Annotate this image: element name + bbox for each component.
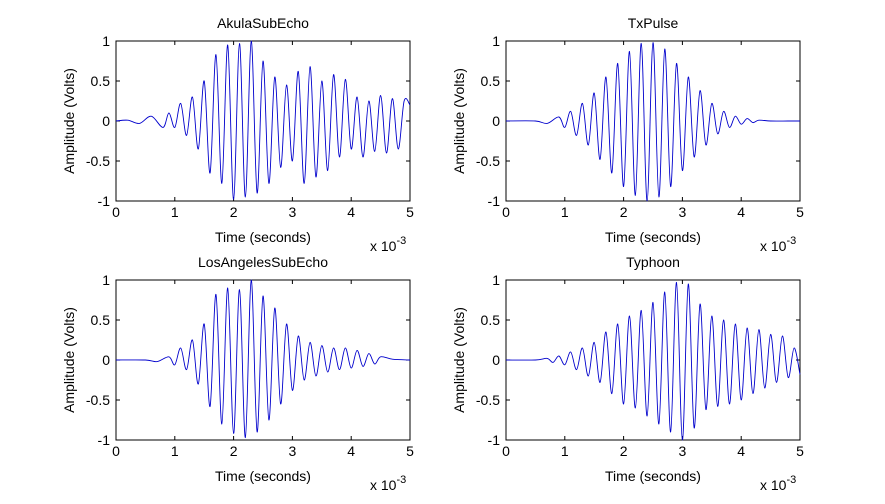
series-line (115, 40, 411, 200)
subplot-1: 0 1 2 3 4 5 -1 -0.5 0 0.5 1 AkulaSubEcho Time (secon… (61, 15, 414, 254)
y-tick-label: -1 (488, 193, 501, 209)
subplot-4: 0 1 2 3 4 5 -1 -0.5 0 0.5 1 Typhoon Time (seconds) Am… (451, 254, 804, 493)
x-axis-multiplier: x 10-3 (760, 235, 796, 254)
y-tick-label: 0.5 (91, 312, 111, 328)
x-tick-label: 2 (230, 443, 238, 459)
x-tick-label: 5 (796, 204, 804, 220)
x-tick-label: 3 (289, 204, 297, 220)
y-tick-label: -0.5 (86, 153, 110, 169)
x-tick-label: 4 (347, 443, 355, 459)
x-tick-label: 2 (620, 204, 628, 220)
x-axis-label: Time (seconds) (215, 468, 311, 484)
x-tick-label: 3 (289, 443, 297, 459)
y-axis-label: Amplitude (Volts) (451, 68, 467, 174)
x-tick-label: 5 (796, 443, 804, 459)
y-tick-label: 1 (102, 33, 110, 49)
x-tick-label: 0 (112, 204, 120, 220)
x-tick-label: 2 (620, 443, 628, 459)
x-axis-label: Time (seconds) (605, 229, 701, 245)
x-axis-multiplier: x 10-3 (370, 235, 406, 254)
x-tick-label: 3 (679, 204, 687, 220)
y-tick-label: -0.5 (476, 153, 500, 169)
x-tick-label: 1 (171, 204, 179, 220)
x-axis-multiplier-exponent: -3 (396, 235, 406, 247)
y-tick-label: 0.5 (481, 312, 501, 328)
chart-title: LosAngelesSubEcho (198, 254, 328, 270)
y-tick-label: 1 (492, 272, 500, 288)
y-tick-label: -1 (98, 432, 111, 448)
axes-box (115, 40, 411, 202)
y-axis-label: Amplitude (Volts) (451, 307, 467, 413)
x-axis-multiplier-exponent: -3 (396, 474, 406, 486)
x-axis-multiplier: x 10-3 (370, 474, 406, 493)
x-tick-label: 0 (112, 443, 120, 459)
x-tick-label: 5 (406, 204, 414, 220)
chart-title: TxPulse (628, 15, 679, 31)
x-tick-label: 4 (347, 204, 355, 220)
x-axis-multiplier-base: x 10 (760, 238, 787, 254)
chart-title: Typhoon (626, 254, 680, 270)
y-tick-label: -1 (98, 193, 111, 209)
series-line (505, 42, 800, 202)
subplot-3: 0 1 2 3 4 5 -1 -0.5 0 0.5 1 LosAngelesSubEcho Time (… (61, 254, 414, 493)
x-tick-label: 1 (171, 443, 179, 459)
y-tick-label: 1 (102, 272, 110, 288)
x-axis-label: Time (seconds) (605, 468, 701, 484)
x-axis-multiplier-exponent: -3 (786, 474, 796, 486)
y-tick-label: -0.5 (86, 392, 110, 408)
x-tick-label: 1 (561, 443, 569, 459)
x-tick-label: 5 (406, 443, 414, 459)
y-tick-label: 0 (102, 352, 110, 368)
x-tick-label: 4 (737, 443, 745, 459)
x-axis-multiplier: x 10-3 (760, 474, 796, 493)
x-tick-label: 1 (561, 204, 569, 220)
x-tick-label: 0 (502, 443, 510, 459)
chart-title: AkulaSubEcho (217, 15, 309, 31)
y-tick-label: 0.5 (481, 73, 501, 89)
y-axis-label: Amplitude (Volts) (61, 307, 77, 413)
x-tick-label: 3 (679, 443, 687, 459)
y-tick-label: 0 (492, 352, 500, 368)
x-axis-multiplier-exponent: -3 (786, 235, 796, 247)
y-tick-label: -0.5 (476, 392, 500, 408)
x-tick-label: 2 (230, 204, 238, 220)
y-tick-label: 0 (492, 113, 500, 129)
x-tick-label: 0 (502, 204, 510, 220)
x-tick-label: 4 (737, 204, 745, 220)
x-axis-multiplier-base: x 10 (760, 477, 787, 493)
y-tick-label: 0.5 (91, 73, 111, 89)
x-axis-label: Time (seconds) (215, 229, 311, 245)
series-line (505, 281, 801, 441)
subplot-2: 0 1 2 3 4 5 -1 -0.5 0 0.5 1 TxPulse Time (seconds) Am… (451, 15, 804, 254)
x-axis-multiplier-base: x 10 (370, 477, 397, 493)
y-axis-label: Amplitude (Volts) (61, 68, 77, 174)
axes-box (115, 279, 411, 441)
series-line (115, 279, 411, 439)
y-tick-label: 0 (102, 113, 110, 129)
x-axis-multiplier-base: x 10 (370, 238, 397, 254)
y-tick-label: -1 (488, 432, 501, 448)
y-tick-label: 1 (492, 33, 500, 49)
